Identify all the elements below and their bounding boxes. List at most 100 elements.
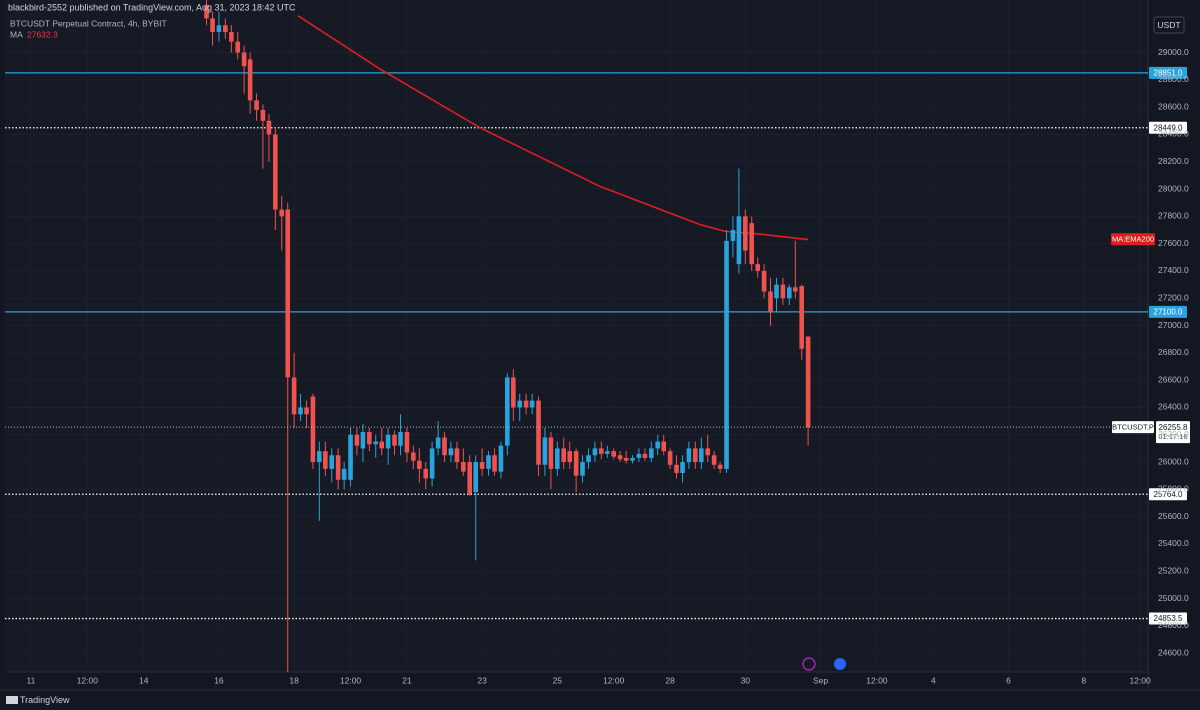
- y-tick-label: 26400.0: [1158, 402, 1189, 412]
- candle-body: [354, 434, 360, 446]
- brand-logo: [6, 696, 18, 704]
- candle-body: [323, 451, 328, 469]
- candle-body: [630, 457, 635, 461]
- candle-body: [805, 336, 811, 428]
- candle-body: [693, 448, 698, 463]
- candle-body: [730, 230, 736, 241]
- candle-body: [617, 455, 623, 460]
- candle-body: [636, 453, 642, 458]
- candle-body: [417, 460, 422, 469]
- candle-body: [498, 445, 504, 472]
- candle-body: [599, 448, 604, 454]
- candle-body: [379, 441, 385, 449]
- candle-body: [241, 52, 247, 67]
- event-icon[interactable]: [802, 657, 816, 671]
- candle-body: [787, 287, 792, 299]
- candle-body: [341, 468, 347, 480]
- candle-body: [649, 448, 654, 458]
- symbol-label: BTCUSDT.P: [1112, 423, 1154, 432]
- level-label: 28851.0: [1154, 69, 1183, 78]
- candle-body: [385, 434, 391, 449]
- y-tick-label: 24600.0: [1158, 647, 1189, 657]
- candle-body: [724, 240, 729, 469]
- candle-body: [667, 451, 673, 465]
- plot-layer: [5, 0, 1148, 672]
- candle-body: [761, 270, 767, 292]
- candle-body: [317, 451, 322, 463]
- candle-body: [247, 59, 253, 101]
- y-tick-label: 27800.0: [1158, 211, 1189, 221]
- candle-body: [505, 377, 510, 446]
- candle-body: [555, 448, 560, 469]
- candle-body: [542, 437, 548, 465]
- candle-body: [561, 448, 567, 463]
- candle-body: [435, 437, 441, 449]
- candle-body: [592, 448, 598, 456]
- plot-area: [5, 0, 1148, 672]
- y-tick-label: 26000.0: [1158, 456, 1189, 466]
- candle-body: [768, 291, 773, 312]
- candle-body: [404, 432, 410, 453]
- candle-body: [216, 25, 222, 33]
- candle-body: [686, 448, 692, 463]
- level-badge: [1149, 121, 1187, 134]
- candle-body: [755, 264, 761, 271]
- candle-body: [536, 400, 541, 465]
- y-tick-label: 28000.0: [1158, 183, 1189, 193]
- ema-badge: [1111, 233, 1155, 246]
- event-icon[interactable]: [834, 658, 846, 670]
- last-price-badge: [1156, 421, 1190, 444]
- candle-body: [511, 377, 516, 408]
- candle-body: [260, 109, 266, 121]
- y-tick-label: 25600.0: [1158, 511, 1189, 521]
- candle-body: [567, 451, 573, 463]
- currency[interactable]: USDT: [1157, 20, 1180, 30]
- x-tick-label: 12:00: [340, 675, 362, 685]
- candle-body: [736, 216, 742, 265]
- x-tick-label: 25: [553, 675, 563, 685]
- countdown-label: 01:17:16: [1158, 432, 1187, 441]
- ema-badge-label: MA:EMA200: [1112, 235, 1154, 244]
- candle-body: [392, 434, 397, 446]
- candle-body: [360, 432, 366, 449]
- candle-body: [479, 462, 485, 469]
- y-tick-label: 27600.0: [1158, 238, 1189, 248]
- candle-body: [285, 209, 291, 378]
- x-tick-label: 8: [1081, 675, 1086, 685]
- symbol-badge: [1112, 421, 1154, 434]
- x-tick-label: 6: [1006, 675, 1011, 685]
- candle-body: [229, 32, 234, 42]
- y-tick-label: 27000.0: [1158, 320, 1189, 330]
- candle-body: [605, 451, 610, 454]
- candle-body: [254, 100, 259, 110]
- candle-body: [235, 41, 241, 53]
- candle-body: [348, 434, 353, 480]
- candle-body: [210, 18, 215, 33]
- x-tick-label: 12:00: [77, 675, 99, 685]
- candle-body: [743, 216, 748, 251]
- y-tick-label: 27200.0: [1158, 293, 1189, 303]
- level-label: 25764.0: [1154, 490, 1183, 499]
- y-tick-label: 28200.0: [1158, 156, 1189, 166]
- candle-body: [398, 432, 403, 446]
- ema-line: [297, 15, 809, 241]
- candle-body: [310, 396, 316, 463]
- y-tick-label: 25000.0: [1158, 593, 1189, 603]
- currency-box[interactable]: [1153, 16, 1185, 34]
- candle-body: [586, 455, 591, 463]
- x-tick-label: 28: [665, 675, 675, 685]
- x-tick-label: 12:00: [866, 675, 888, 685]
- x-tick-label: 18: [289, 675, 299, 685]
- candle-body: [266, 120, 272, 135]
- x-tick-label: 30: [741, 675, 751, 685]
- candle-body: [529, 400, 535, 408]
- candle-body: [298, 407, 303, 415]
- x-tick-label: 11: [27, 675, 36, 685]
- candle-body: [329, 455, 335, 469]
- y-tick-label: 25800.0: [1158, 484, 1189, 494]
- candle-body: [204, 4, 209, 19]
- candle-body: [367, 432, 372, 445]
- y-tick-label: 26800.0: [1158, 347, 1189, 357]
- candle-body: [291, 377, 297, 415]
